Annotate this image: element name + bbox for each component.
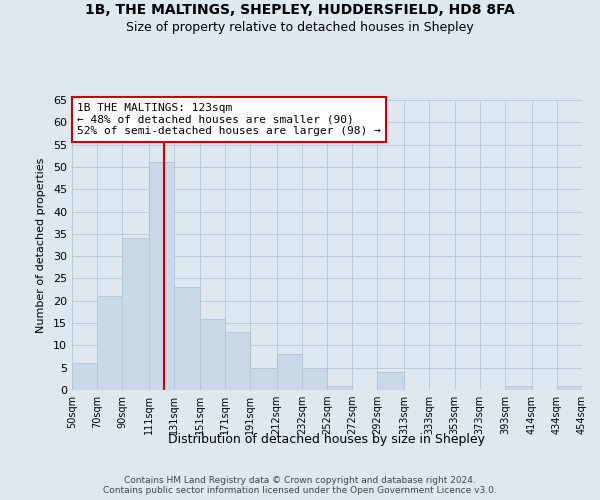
Text: 1B THE MALTINGS: 123sqm
← 48% of detached houses are smaller (90)
52% of semi-de: 1B THE MALTINGS: 123sqm ← 48% of detache… [77, 103, 381, 136]
Text: 1B, THE MALTINGS, SHEPLEY, HUDDERSFIELD, HD8 8FA: 1B, THE MALTINGS, SHEPLEY, HUDDERSFIELD,… [85, 2, 515, 16]
Text: Contains HM Land Registry data © Crown copyright and database right 2024.
Contai: Contains HM Land Registry data © Crown c… [103, 476, 497, 495]
Y-axis label: Number of detached properties: Number of detached properties [36, 158, 46, 332]
Bar [557, 386, 582, 390]
Bar [225, 332, 250, 390]
Bar [377, 372, 404, 390]
Text: Distribution of detached houses by size in Shepley: Distribution of detached houses by size … [169, 432, 485, 446]
Bar [327, 386, 352, 390]
Bar [149, 162, 174, 390]
Bar [72, 363, 97, 390]
Bar [122, 238, 149, 390]
Bar [302, 368, 327, 390]
Text: Size of property relative to detached houses in Shepley: Size of property relative to detached ho… [126, 21, 474, 34]
Bar [199, 318, 225, 390]
Bar [250, 368, 277, 390]
Bar [174, 288, 199, 390]
Bar [505, 386, 532, 390]
Bar [97, 296, 122, 390]
Bar [277, 354, 302, 390]
